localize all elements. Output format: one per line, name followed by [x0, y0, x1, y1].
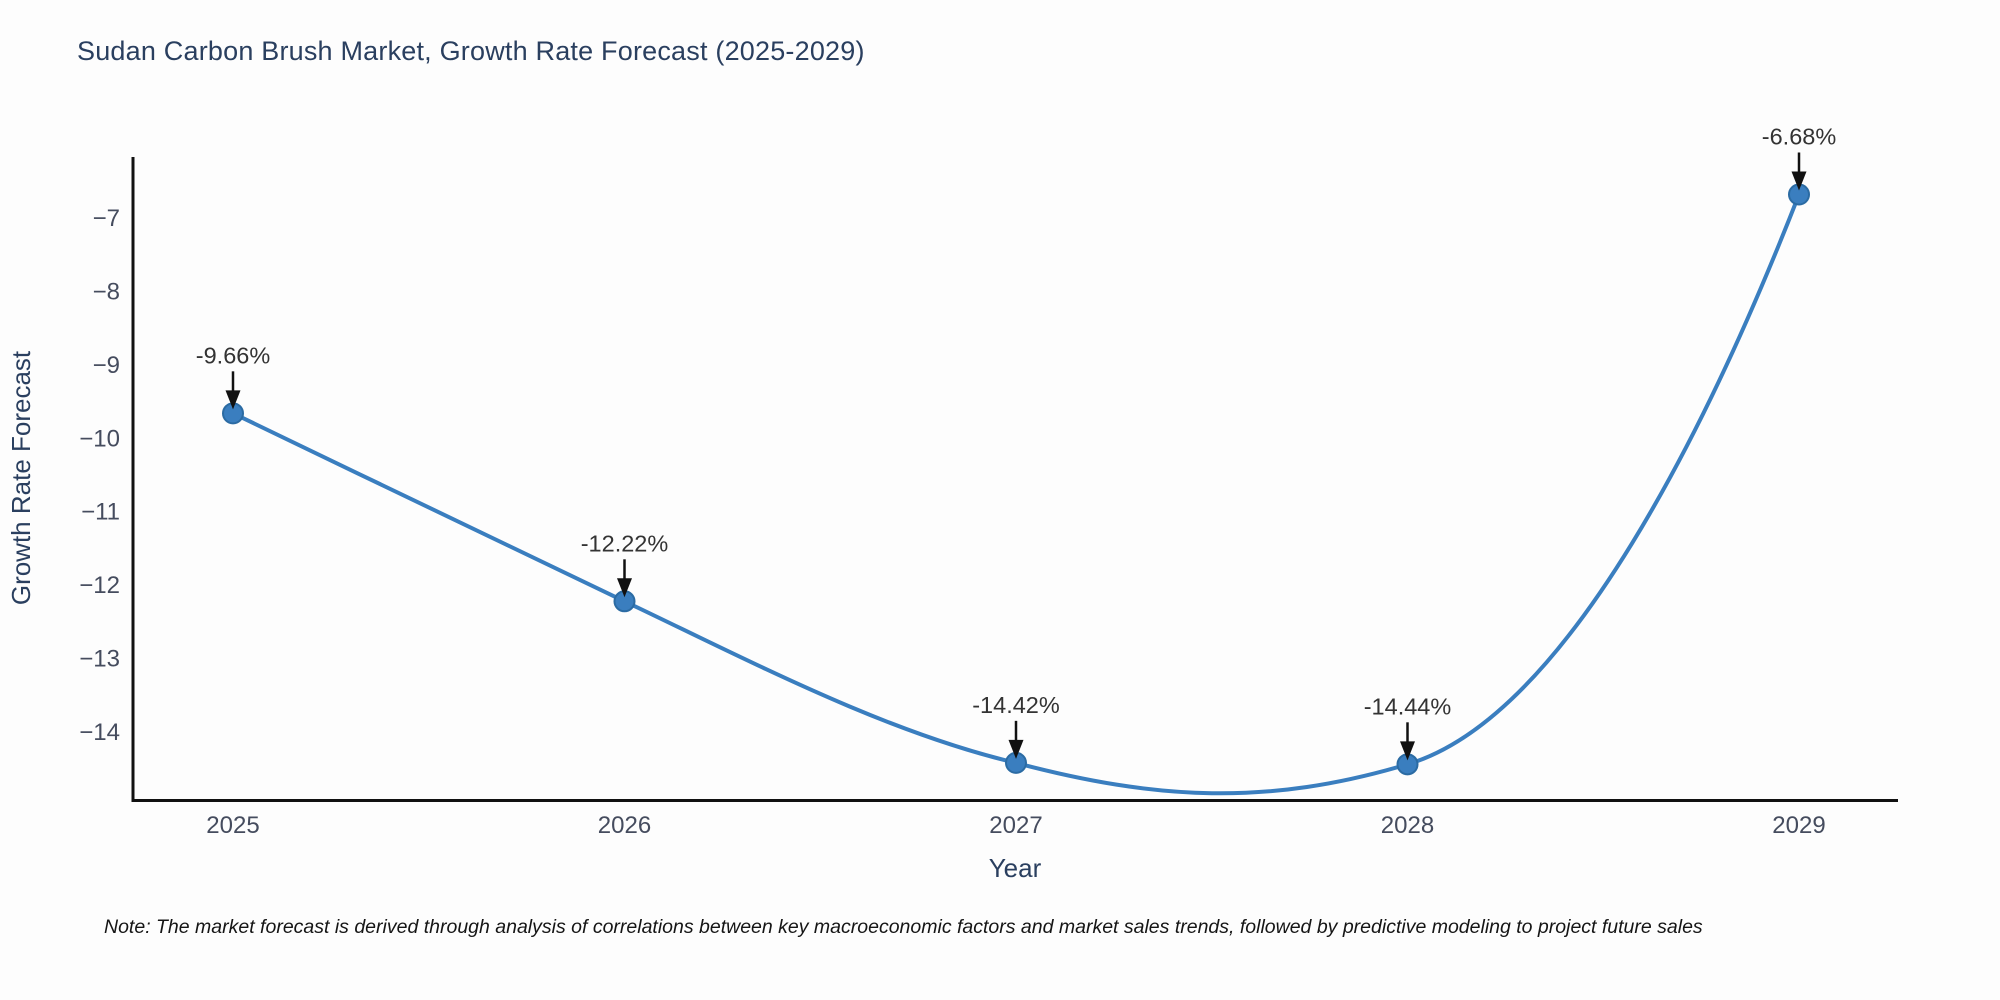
annotation-label: -14.42% — [972, 692, 1060, 718]
chart-title: Sudan Carbon Brush Market, Growth Rate F… — [77, 36, 865, 66]
y-axis-ticks: −7 −8 −9 −10 −11 −12 −13 −14 — [79, 205, 120, 746]
annotation-label: -12.22% — [581, 530, 669, 556]
annotation-arrowhead-icon — [1008, 739, 1024, 759]
footnote: Note: The market forecast is derived thr… — [104, 916, 1703, 938]
x-tick-label: 2029 — [1772, 812, 1825, 839]
annotation-label: -14.44% — [1364, 693, 1452, 719]
x-tick-label: 2025 — [206, 812, 259, 839]
y-tick-label: −14 — [79, 719, 120, 746]
x-tick-label: 2026 — [598, 812, 651, 839]
annotations: -9.66% -12.22% -14.42% -14.44% -6.68% — [196, 124, 1837, 761]
annotation-arrowhead-icon — [225, 390, 241, 410]
x-tick-label: 2027 — [989, 812, 1042, 839]
y-tick-label: −9 — [93, 352, 120, 379]
line-series — [222, 183, 1810, 796]
y-tick-label: −8 — [93, 278, 120, 305]
y-tick-label: −13 — [79, 646, 120, 673]
annotation-arrowhead-icon — [1791, 171, 1807, 191]
annotation-label: -9.66% — [196, 342, 271, 368]
annotation-label: -6.68% — [1762, 124, 1837, 150]
y-tick-label: −7 — [93, 205, 120, 232]
y-tick-label: −12 — [79, 572, 120, 599]
x-tick-label: 2028 — [1381, 812, 1434, 839]
annotation-arrowhead-icon — [617, 578, 632, 598]
x-axis-ticks: 2025 2026 2027 2028 2029 — [206, 812, 1825, 839]
y-tick-label: −11 — [81, 499, 120, 526]
x-axis-title: Year — [989, 853, 1042, 883]
axis-spines — [131, 157, 1898, 802]
y-axis-title: Growth Rate Forecast — [6, 350, 36, 605]
y-tick-label: −10 — [79, 425, 120, 452]
annotation-arrowhead-icon — [1400, 741, 1415, 761]
series-line — [231, 192, 1801, 796]
